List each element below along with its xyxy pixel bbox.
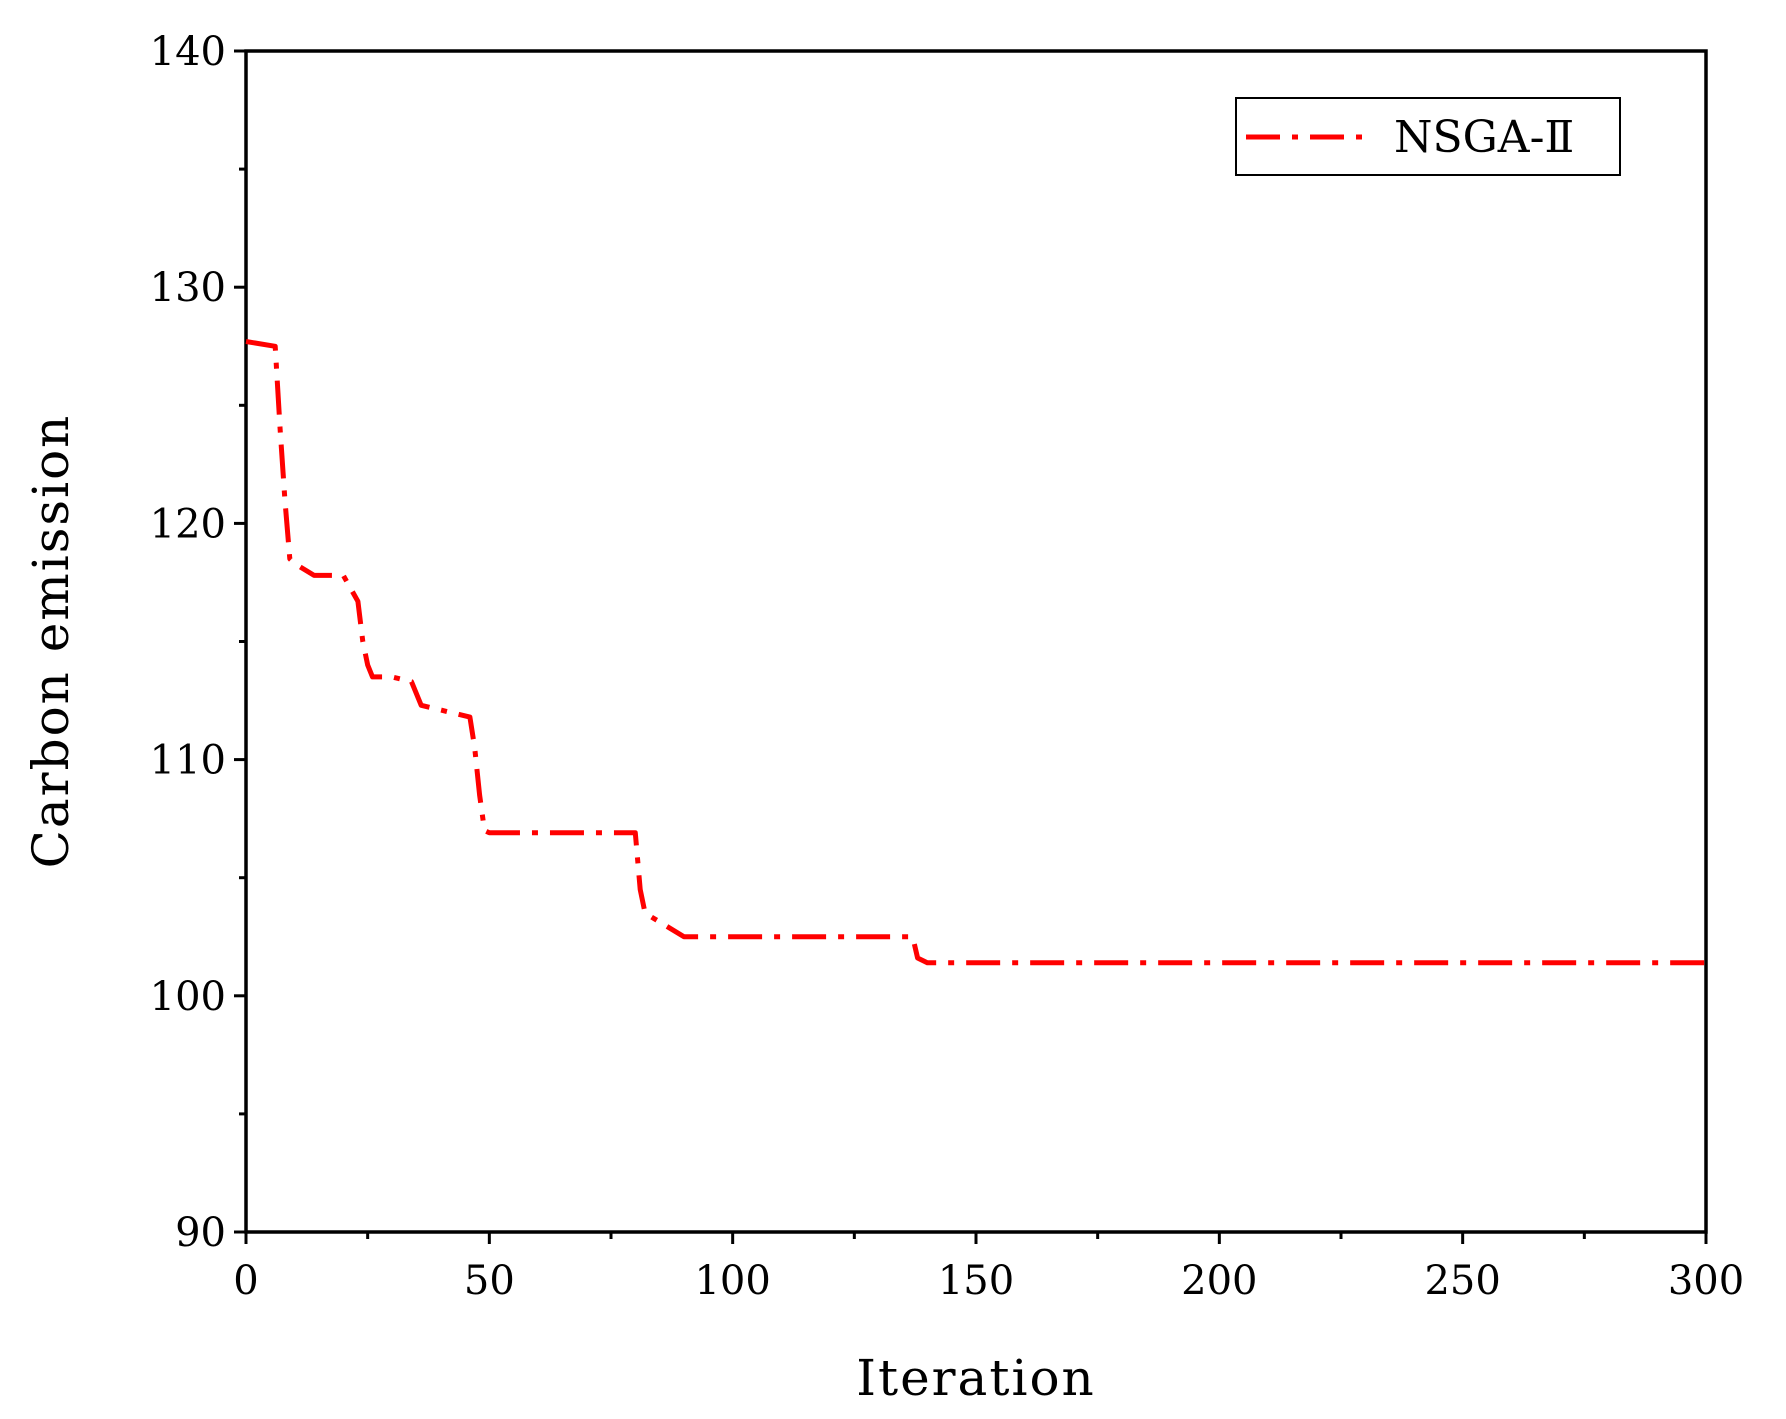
x-axis-title: Iteration: [856, 1349, 1096, 1407]
x-tick-label: 0: [233, 1258, 258, 1304]
x-tick-label: 200: [1181, 1258, 1257, 1304]
y-tick-label: 130: [150, 265, 226, 311]
legend: NSGA-Ⅱ: [1235, 97, 1621, 176]
x-axis-ticks: 0 50 100 150 200 250 300: [233, 1232, 1744, 1304]
y-axis-title: Carbon emission: [22, 414, 80, 869]
x-tick-label: 50: [464, 1258, 515, 1304]
series-layer: [245, 339, 1706, 966]
y-tick-label: 110: [150, 738, 226, 784]
y-axis-ticks: 90 100 110 120 130 140: [150, 29, 246, 1256]
plot-frame: [244, 49, 1708, 1234]
x-tick-label: 100: [694, 1258, 770, 1304]
y-tick-label: 100: [150, 974, 226, 1020]
y-tick-label: 90: [175, 1210, 226, 1256]
series-line-nsga-ii: [245, 339, 1706, 966]
x-tick-label: 300: [1668, 1258, 1744, 1304]
x-tick-label: 150: [938, 1258, 1014, 1304]
legend-box: [1235, 97, 1621, 176]
x-tick-label: 250: [1424, 1258, 1500, 1304]
legend-label-nsga-ii: NSGA-Ⅱ: [1394, 112, 1574, 163]
y-tick-label: 140: [150, 29, 226, 75]
plot-area: [244, 49, 1708, 1234]
y-tick-label: 120: [150, 501, 226, 547]
